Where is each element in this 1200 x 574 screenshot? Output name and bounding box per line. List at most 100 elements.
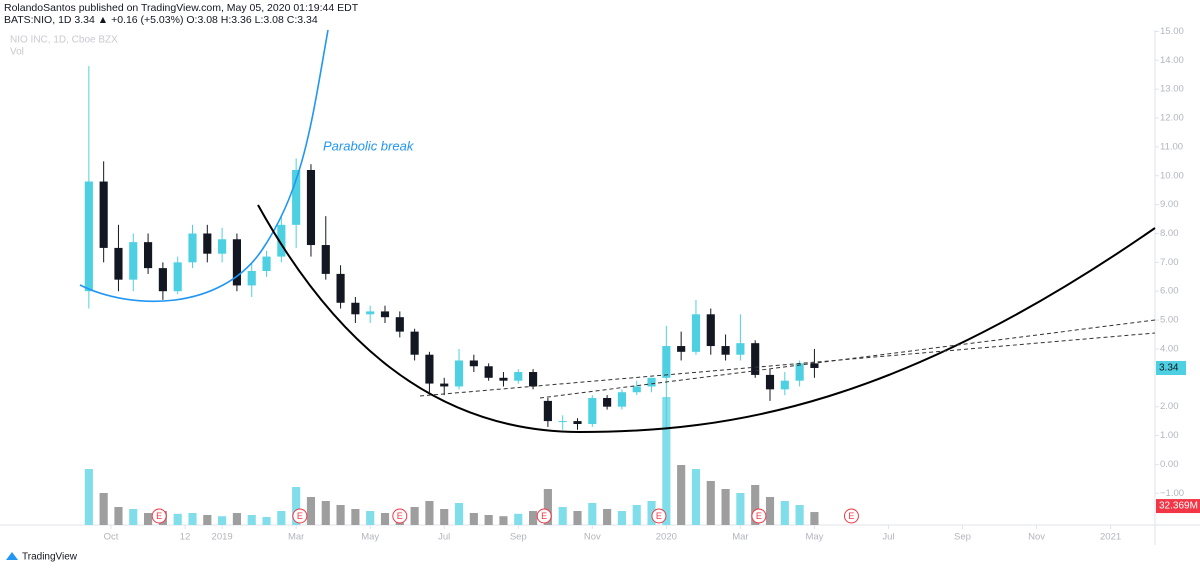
- volume-bar: [514, 513, 523, 525]
- y-tick-label: 1.00: [1160, 430, 1179, 441]
- volume-bar: [795, 505, 804, 525]
- volume-bar: [736, 493, 745, 525]
- earnings-label: E: [656, 511, 662, 521]
- x-tick-label: Sep: [954, 532, 971, 543]
- volume-bar: [336, 505, 345, 525]
- candle-body: [810, 363, 819, 368]
- x-tick-label: Nov: [584, 532, 601, 543]
- candle-body: [203, 233, 212, 254]
- candle-body: [218, 239, 227, 254]
- y-tick-label: −1.00: [1160, 488, 1184, 499]
- volume-bar: [499, 516, 508, 525]
- candle-body: [380, 311, 390, 318]
- earnings-marker: [392, 508, 408, 524]
- candle-body: [647, 377, 656, 387]
- candle-body: [751, 343, 760, 375]
- volume-title: Vol: [10, 47, 24, 58]
- volume-bar: [84, 469, 93, 525]
- trend-line: [419, 332, 1156, 397]
- volume-bar: [632, 505, 641, 525]
- earnings-label: E: [397, 511, 403, 521]
- logo: [6, 552, 18, 560]
- earnings-label: E: [156, 511, 162, 521]
- published-line: RolandoSantos published on TradingView.c…: [4, 2, 359, 14]
- x-tick-label: Jul: [882, 532, 894, 543]
- candle-body: [529, 372, 538, 387]
- y-tick-label: 14.00: [1160, 55, 1184, 66]
- candle-body: [336, 273, 345, 303]
- volume-bar: [617, 511, 626, 525]
- candle-body: [292, 169, 301, 225]
- earnings-marker: [536, 508, 552, 524]
- volume-bar: [780, 501, 789, 525]
- volume-bar: [129, 509, 138, 525]
- brand: TradingView: [22, 552, 78, 563]
- price-tag: [1156, 360, 1186, 375]
- candle-body: [795, 363, 804, 381]
- candle-body: [514, 372, 523, 381]
- candle-body: [721, 346, 730, 355]
- x-tick-label: 2019: [212, 532, 233, 543]
- candle-body: [158, 268, 167, 292]
- earnings-marker: [651, 508, 667, 524]
- candle-body: [144, 242, 153, 269]
- candle-body: [573, 421, 582, 424]
- candle-body: [765, 374, 775, 390]
- y-tick-label: 6.00: [1160, 286, 1179, 297]
- candle-body: [588, 398, 597, 424]
- candle-body: [440, 383, 449, 387]
- candle-body: [395, 317, 404, 332]
- candle-body: [499, 377, 508, 381]
- earnings-marker: [151, 508, 167, 524]
- trend-line: [539, 319, 1156, 399]
- volume-bar: [440, 509, 449, 525]
- earnings-label: E: [297, 511, 303, 521]
- volume-bar: [691, 469, 701, 525]
- candle-body: [780, 380, 789, 390]
- volume-bar: [706, 481, 715, 525]
- y-tick-label: 11.00: [1160, 141, 1183, 152]
- earnings-marker: [751, 508, 767, 524]
- volume-bar: [647, 501, 656, 525]
- y-tick-label: 7.00: [1160, 257, 1179, 268]
- volume-bar: [662, 397, 671, 525]
- candle-body: [425, 354, 434, 384]
- volume-bar: [144, 513, 153, 525]
- x-tick-label: May: [805, 532, 823, 543]
- volume-bar: [292, 487, 301, 525]
- volume-tag-label: 32.369M: [1159, 501, 1198, 512]
- y-tick-label: 0.00: [1160, 459, 1179, 470]
- volume-bar: [469, 513, 478, 525]
- volume-bar: [99, 493, 108, 525]
- y-tick-label: 9.00: [1160, 199, 1179, 210]
- volume-bar: [765, 497, 775, 525]
- volume-bar: [484, 515, 493, 525]
- x-tick-label: Oct: [104, 532, 119, 543]
- candle-body: [262, 256, 271, 272]
- candle-body: [114, 247, 123, 280]
- volume-bar: [543, 489, 552, 525]
- volume-bar: [410, 507, 419, 525]
- y-tick-label: 8.00: [1160, 228, 1179, 239]
- x-tick-label: May: [361, 532, 379, 543]
- y-tick-label: 4.00: [1160, 343, 1179, 354]
- volume-bar: [751, 485, 760, 525]
- candle-body: [691, 314, 701, 352]
- candle-body: [277, 224, 286, 257]
- volume-bar: [573, 511, 582, 525]
- volume-tag: [1156, 499, 1200, 514]
- volume-bar: [588, 503, 597, 525]
- volume-bar: [218, 516, 227, 525]
- candle-body: [306, 169, 316, 246]
- volume-bar: [558, 507, 567, 525]
- black-parabola: [257, 204, 1156, 434]
- candle-body: [173, 262, 182, 292]
- volume-bar: [603, 509, 612, 525]
- x-tick-label: 2020: [656, 532, 677, 543]
- candle-body: [366, 311, 375, 315]
- candle-body: [617, 392, 626, 407]
- candle-body: [603, 398, 612, 407]
- volume-bar: [677, 465, 686, 525]
- candle-body: [736, 343, 745, 355]
